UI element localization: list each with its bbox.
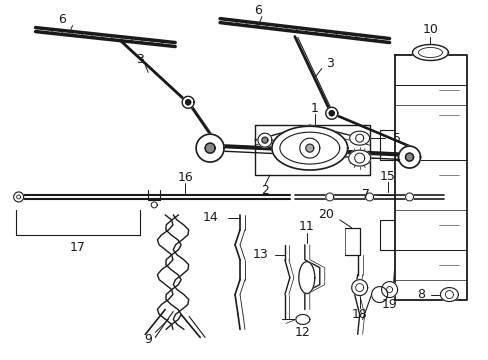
Text: 2: 2 [261,184,268,197]
Text: 13: 13 [252,248,267,261]
Text: 7: 7 [361,188,369,202]
Polygon shape [365,193,373,201]
Polygon shape [405,153,413,161]
Polygon shape [295,315,309,324]
Text: 3: 3 [325,57,333,70]
Polygon shape [398,146,420,168]
Polygon shape [348,150,370,166]
Polygon shape [351,280,367,296]
Text: 15: 15 [379,170,395,183]
Polygon shape [405,193,413,201]
Text: 19: 19 [381,298,397,311]
Polygon shape [355,134,363,142]
Polygon shape [440,288,457,302]
Polygon shape [299,138,319,158]
Polygon shape [262,137,267,143]
Polygon shape [17,195,20,199]
Polygon shape [258,133,271,147]
Polygon shape [354,153,364,163]
Polygon shape [185,100,190,105]
Polygon shape [325,193,333,201]
Text: 14: 14 [202,211,218,224]
Polygon shape [204,143,215,153]
Text: 11: 11 [298,220,314,233]
Text: 6: 6 [59,13,66,26]
Polygon shape [305,144,313,152]
Polygon shape [371,287,387,302]
Polygon shape [418,48,442,58]
Polygon shape [271,126,347,170]
Text: 6: 6 [253,4,262,17]
Polygon shape [279,132,339,164]
Text: 9: 9 [144,333,152,346]
Polygon shape [381,282,397,298]
Polygon shape [412,45,447,60]
Text: 1: 1 [310,102,318,115]
Text: 10: 10 [422,23,438,36]
Polygon shape [355,284,363,292]
Polygon shape [182,96,194,108]
Text: 17: 17 [69,241,85,254]
Polygon shape [14,192,23,202]
Polygon shape [328,111,334,116]
Text: 8: 8 [417,288,425,301]
Polygon shape [196,134,224,162]
Text: 18: 18 [351,308,367,321]
Text: 3: 3 [136,53,144,66]
Polygon shape [386,287,392,293]
Text: 4: 4 [392,152,400,165]
Text: 5: 5 [392,132,400,145]
Polygon shape [325,107,337,119]
Polygon shape [151,202,157,208]
Polygon shape [298,262,314,293]
Text: 20: 20 [317,208,333,221]
Text: 16: 16 [177,171,193,184]
Text: 12: 12 [294,326,310,339]
Polygon shape [349,131,369,145]
Polygon shape [445,291,452,298]
